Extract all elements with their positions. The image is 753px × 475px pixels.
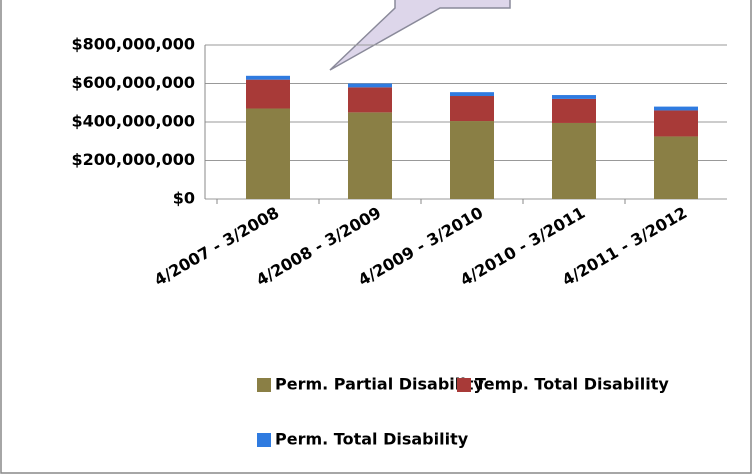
bar-segment xyxy=(654,136,698,199)
bar-segment xyxy=(552,122,596,199)
bar-segment xyxy=(348,83,392,88)
y-tick-label: $200,000,000 xyxy=(72,150,195,169)
bar-segment xyxy=(450,92,494,97)
bar-segment xyxy=(246,108,290,199)
legend-swatch xyxy=(257,378,271,392)
legend-swatch xyxy=(257,433,271,447)
legend-label: Perm. Partial Disability xyxy=(275,375,484,394)
bar-segment xyxy=(246,75,290,80)
legend-swatch xyxy=(457,378,471,392)
bar-segment xyxy=(552,95,596,99)
y-tick-label: $800,000,000 xyxy=(72,35,195,54)
bar-segment xyxy=(654,110,698,137)
y-tick-label: $0 xyxy=(173,189,195,208)
bar-segment xyxy=(654,106,698,111)
callout xyxy=(329,0,511,71)
bar-segment xyxy=(348,112,392,199)
bar-segment xyxy=(552,98,596,123)
bar-segment xyxy=(450,121,494,199)
y-tick-label: $400,000,000 xyxy=(72,112,195,131)
bar-segment xyxy=(450,96,494,122)
bar-segment xyxy=(246,79,290,109)
y-tick-label: $600,000,000 xyxy=(72,73,195,92)
legend-label: Temp. Total Disability xyxy=(475,375,669,394)
legend-label: Perm. Total Disability xyxy=(275,430,469,449)
bar-segment xyxy=(348,87,392,113)
